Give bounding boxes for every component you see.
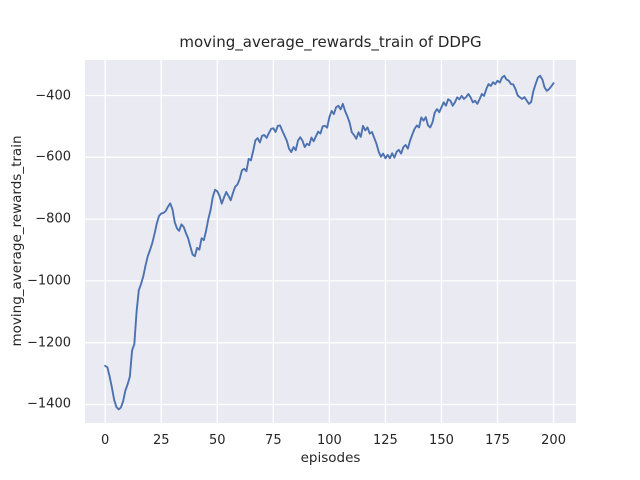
y-tick-label: −800 <box>35 211 71 227</box>
gridlines <box>85 60 576 423</box>
x-tick-label: 75 <box>265 433 282 448</box>
y-tick-label: −1000 <box>27 273 71 289</box>
y-tick-label: −1200 <box>27 335 71 351</box>
plot-area <box>85 60 576 423</box>
x-axis-label: episodes <box>300 450 361 466</box>
y-tick-label: −400 <box>35 88 71 104</box>
chart-title: moving_average_rewards_train of DDPG <box>179 33 482 51</box>
x-tick-label: 50 <box>208 433 226 448</box>
x-tick-label: 25 <box>152 433 170 448</box>
x-tick-label: 150 <box>429 433 454 448</box>
x-tick-label: 175 <box>485 433 510 448</box>
y-tick-label: −1400 <box>27 396 71 412</box>
x-tick-label: 0 <box>101 433 110 448</box>
data-line <box>104 74 555 411</box>
y-tick-label: −600 <box>35 149 71 165</box>
series-line <box>104 74 555 411</box>
y-axis-label: moving_average_rewards_train <box>9 135 25 347</box>
x-tick-label: 125 <box>373 433 398 448</box>
chart-plot-svg <box>85 60 576 423</box>
x-tick-label: 200 <box>541 433 566 448</box>
x-tick-label: 100 <box>316 433 342 448</box>
